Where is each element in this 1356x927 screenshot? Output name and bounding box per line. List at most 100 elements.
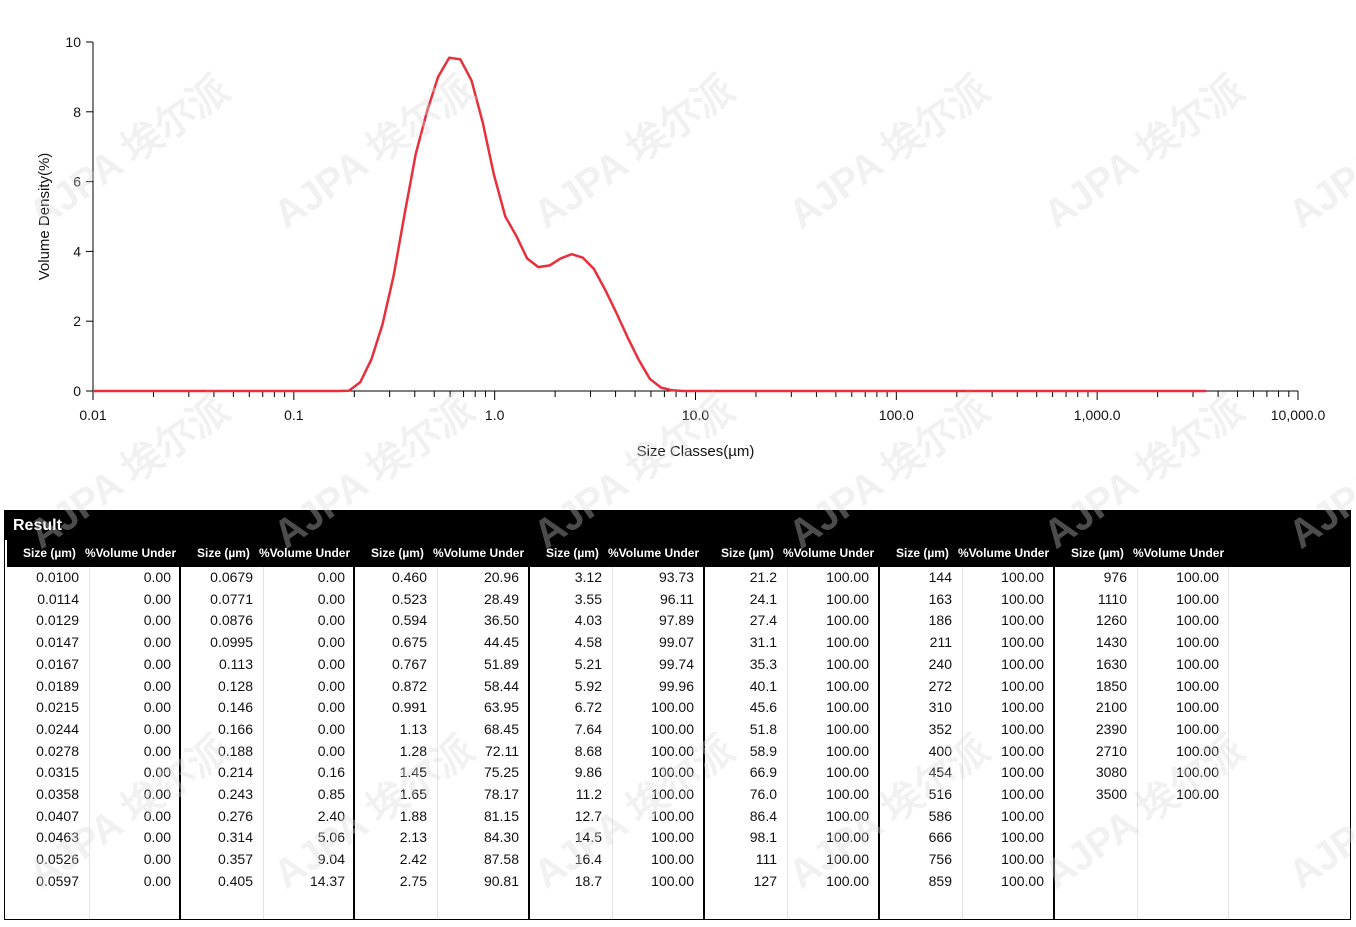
size-cell: 0.0129	[36, 612, 79, 629]
size-cell: 27.4	[749, 612, 777, 629]
size-cell: 240	[928, 655, 952, 672]
volume-under-cell: 72.11	[485, 742, 519, 759]
y-tick-label: 2	[73, 313, 81, 329]
volume-under-cell: 0.00	[317, 612, 345, 629]
volume-under-cell: 100.00	[826, 569, 869, 585]
volume-under-cell: 0.00	[143, 612, 171, 629]
size-cell: 144	[928, 569, 952, 585]
size-cell: 0.0215	[36, 699, 79, 716]
size-cell: 0.675	[391, 634, 427, 651]
volume-under-cell: 84.30	[483, 829, 519, 846]
x-tick-label: 10,000.0	[1271, 407, 1326, 423]
size-cell: 0.0679	[210, 569, 253, 585]
result-title: Result	[5, 511, 1350, 540]
size-cell: 5.92	[574, 677, 602, 694]
header-volume-label: %Volume Under	[783, 546, 875, 560]
size-cell: 12.7	[574, 807, 602, 824]
cell-divider	[263, 567, 264, 919]
x-tick-label: 100.0	[879, 407, 914, 423]
volume-under-cell: 99.74	[658, 655, 694, 672]
volume-under-cell: 99.07	[658, 634, 694, 651]
volume-under-cell: 100.00	[826, 764, 869, 781]
particle-size-chart: 0 2 4 6 8 10 0.01 0.1 1.0 10.0 100.0 1,000.0 10,000.…	[36, 34, 1326, 460]
size-cell: 2710	[1095, 742, 1127, 759]
volume-under-cell: 75.25	[483, 764, 519, 781]
size-cell: 0.243	[217, 786, 253, 802]
size-cell: 51.8	[749, 720, 777, 737]
size-cell: 0.214	[217, 764, 253, 781]
volume-under-cell: 100.00	[1176, 612, 1219, 629]
column-separator	[703, 567, 705, 919]
size-cell: 3080	[1095, 764, 1127, 781]
size-cell: 1110	[1097, 590, 1127, 607]
column-separator	[1053, 567, 1055, 919]
column-separator	[179, 567, 181, 919]
size-cell: 454	[928, 764, 952, 781]
volume-under-cell: 0.00	[317, 677, 345, 694]
volume-under-cell: 5.06	[317, 829, 345, 846]
header-size-label: Size (µm)	[197, 546, 250, 560]
size-cell: 666	[928, 829, 952, 846]
volume-under-cell: 100.00	[1001, 655, 1044, 672]
volume-under-cell: 97.89	[658, 612, 694, 629]
size-cell: 0.0358	[36, 786, 79, 802]
size-cell: 14.5	[574, 829, 602, 846]
size-cell: 186	[928, 612, 952, 629]
volume-under-cell: 100.00	[826, 829, 869, 846]
x-tick-label: 0.1	[284, 407, 304, 423]
volume-under-cell: 63.95	[483, 699, 519, 716]
size-cell: 0.872	[391, 677, 427, 694]
header-volume-label: %Volume Under	[433, 546, 525, 560]
volume-under-cell: 68.45	[483, 720, 519, 737]
size-cell: 0.146	[217, 699, 253, 716]
size-cell: 1.45	[399, 764, 427, 781]
volume-under-cell: 0.00	[143, 720, 171, 737]
volume-under-cell: 87.58	[483, 851, 519, 868]
volume-under-cell: 100.00	[1001, 829, 1044, 846]
size-cell: 35.3	[749, 655, 777, 672]
size-cell: 98.1	[749, 829, 777, 846]
size-cell: 4.58	[574, 634, 602, 651]
header-size-label: Size (µm)	[23, 546, 76, 560]
volume-under-cell: 100.00	[826, 720, 869, 737]
result-panel: Result Size (µm) %Volume Under Size (µm) %V…	[4, 510, 1351, 920]
volume-under-cell: 78.17	[483, 786, 519, 802]
size-cell: 24.1	[749, 590, 777, 607]
size-cell: 45.6	[749, 699, 777, 716]
size-cell: 976	[1103, 569, 1127, 585]
size-cell: 1.88	[399, 807, 427, 824]
size-cell: 2.75	[399, 872, 427, 889]
x-tick-label: 1,000.0	[1074, 407, 1121, 423]
volume-under-cell: 0.00	[317, 699, 345, 716]
volume-under-cell: 100.00	[826, 590, 869, 607]
result-header: Size (µm) %Volume Under Size (µm) %Volume U…	[7, 540, 1350, 567]
size-cell: 111	[755, 851, 777, 868]
size-cell: 859	[928, 872, 952, 889]
y-tick-label: 4	[73, 243, 81, 259]
volume-under-cell: 100.00	[651, 851, 694, 868]
size-cell: 66.9	[749, 764, 777, 781]
volume-under-cell: 100.00	[826, 851, 869, 868]
volume-under-cell: 100.00	[826, 786, 869, 802]
y-axis-title: Volume Density(%)	[36, 153, 53, 281]
volume-under-cell: 2.40	[317, 807, 345, 824]
size-cell: 0.0189	[36, 677, 79, 694]
y-tick-label: 0	[73, 383, 81, 399]
header-size-label: Size (µm)	[1071, 546, 1124, 560]
cell-divider	[437, 567, 438, 919]
header-size-label: Size (µm)	[721, 546, 774, 560]
header-size-label: Size (µm)	[896, 546, 949, 560]
size-cell: 0.357	[217, 851, 253, 868]
volume-under-cell: 100.00	[1176, 699, 1219, 716]
column-separator	[528, 567, 530, 919]
volume-under-cell: 100.00	[651, 699, 694, 716]
volume-under-cell: 90.81	[483, 872, 519, 889]
volume-under-cell: 93.73	[658, 569, 694, 585]
volume-under-cell: 100.00	[1176, 677, 1219, 694]
column-separator	[878, 567, 880, 919]
volume-under-cell: 100.00	[826, 634, 869, 651]
size-cell: 0.0167	[36, 655, 79, 672]
volume-under-cell: 51.89	[483, 655, 519, 672]
volume-under-cell: 100.00	[651, 807, 694, 824]
size-cell: 0.0114	[37, 590, 79, 607]
